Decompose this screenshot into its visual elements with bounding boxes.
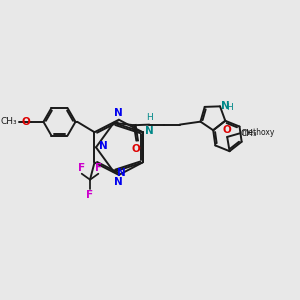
Text: H: H — [146, 112, 153, 122]
Text: N: N — [115, 177, 123, 187]
Text: N: N — [220, 101, 230, 111]
Text: N: N — [117, 168, 125, 178]
Text: methoxy: methoxy — [241, 128, 274, 137]
Text: O: O — [21, 117, 30, 127]
Text: CH₃: CH₃ — [1, 117, 17, 126]
Text: H: H — [226, 103, 233, 112]
Text: F: F — [86, 190, 94, 200]
Text: CH₃: CH₃ — [241, 129, 257, 138]
Text: N: N — [145, 126, 154, 136]
Text: N: N — [99, 141, 108, 151]
Text: N: N — [115, 108, 123, 118]
Text: O: O — [223, 125, 232, 135]
Text: O: O — [132, 144, 141, 154]
Text: F: F — [95, 163, 103, 173]
Text: F: F — [78, 163, 85, 173]
